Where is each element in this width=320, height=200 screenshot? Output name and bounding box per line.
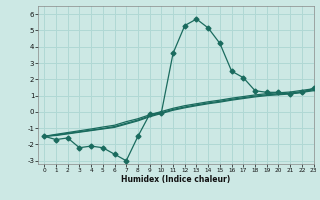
X-axis label: Humidex (Indice chaleur): Humidex (Indice chaleur) <box>121 175 231 184</box>
